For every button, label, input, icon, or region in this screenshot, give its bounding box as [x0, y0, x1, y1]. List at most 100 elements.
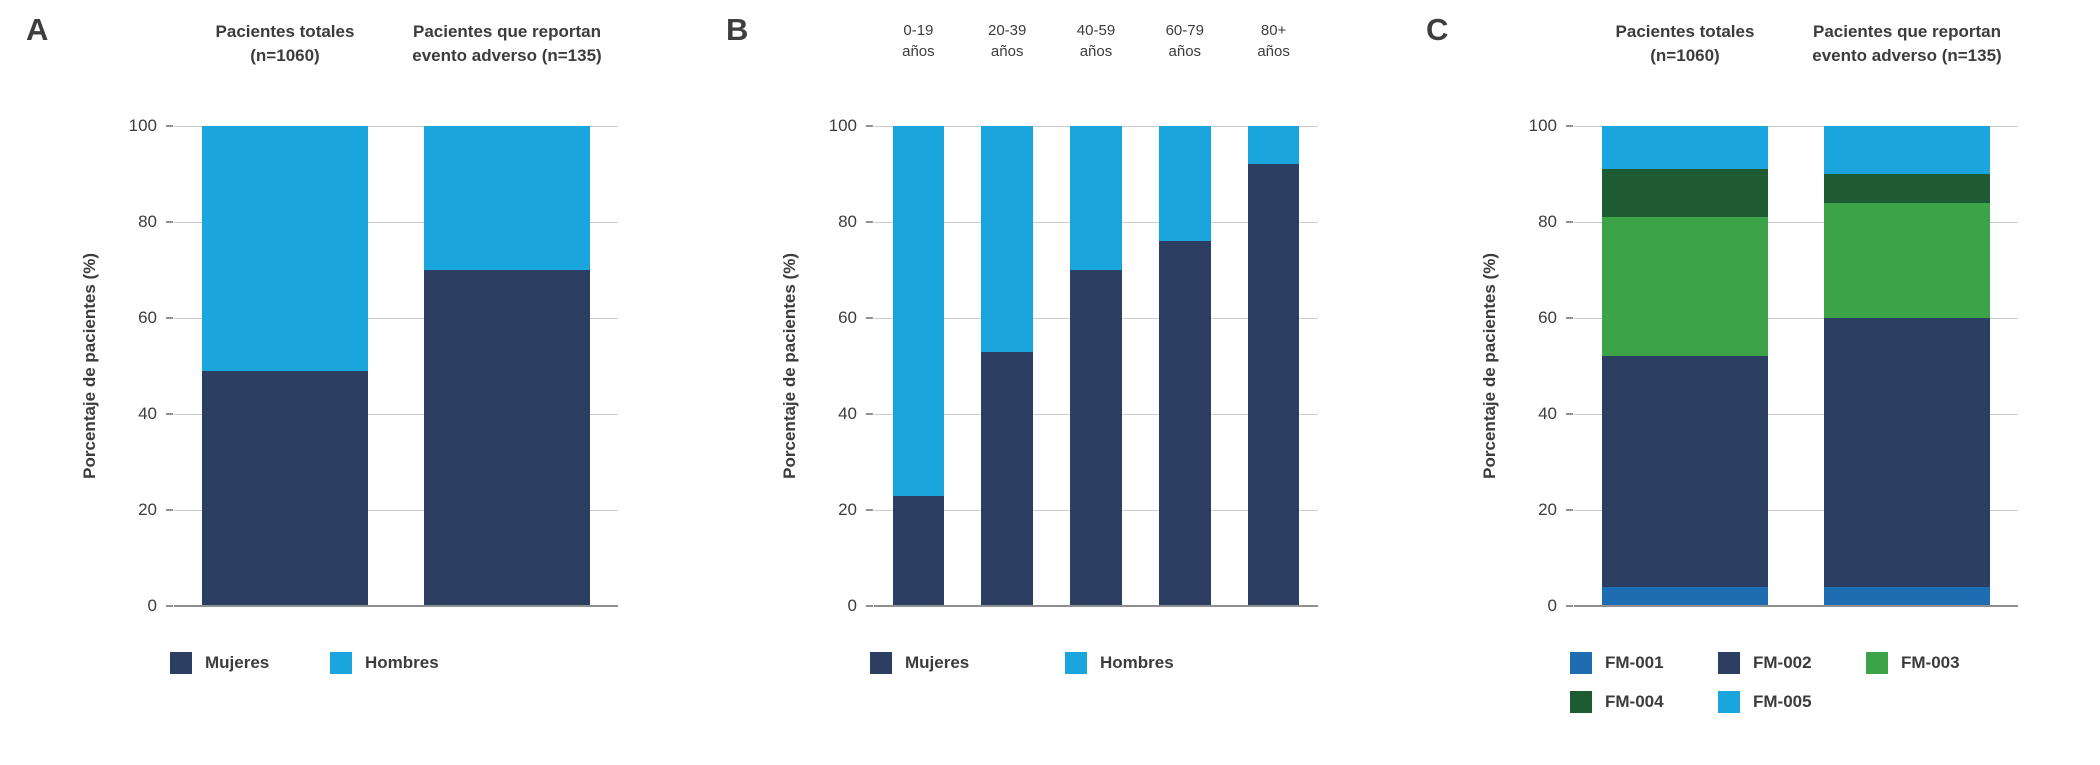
- gridline: [174, 318, 618, 319]
- y-tick-mark: [166, 509, 173, 511]
- column-header: Pacientes totales (n=1060): [215, 22, 355, 65]
- bar-segment-fm-004: [1823, 174, 1991, 203]
- y-tick-mark: [866, 509, 873, 511]
- y-tick-mark: [166, 221, 173, 223]
- x-axis-baseline: [1574, 605, 2018, 607]
- y-tick-mark: [1566, 605, 1573, 607]
- column-header: 60-79 años: [1165, 22, 1204, 60]
- y-tick-mark: [166, 605, 173, 607]
- bar-segment-fm-003: [1823, 202, 1991, 319]
- stacked-bar: [1247, 126, 1300, 606]
- y-axis-title-column: Porcentaje de pacientes (%): [72, 126, 108, 606]
- gridline: [1574, 510, 2018, 511]
- panel-letter-c: C: [1426, 12, 1449, 47]
- legend-label: FM-005: [1753, 692, 1812, 711]
- y-tick-label: 60: [138, 308, 157, 327]
- stacked-bar: [201, 126, 369, 606]
- column-header: Pacientes totales (n=1060): [1615, 22, 1755, 65]
- stacked-bar: [892, 126, 945, 606]
- y-tick-mark: [166, 125, 173, 127]
- legend-label: FM-003: [1901, 653, 1960, 672]
- bar-slot: [1229, 126, 1318, 606]
- legend-label: Hombres: [365, 653, 439, 672]
- y-axis-title: Porcentaje de pacientes (%): [1480, 253, 1499, 479]
- legend-item-fm-002: FM-002: [1718, 652, 1866, 674]
- y-tick-mark: [866, 605, 873, 607]
- gridline: [174, 510, 618, 511]
- legend: Mujeres Hombres: [870, 652, 1318, 674]
- legend-row: FM-004 FM-005: [1570, 691, 2018, 713]
- column-header: Pacientes que reportan evento adverso (n=…: [412, 22, 602, 65]
- y-tick-label: 20: [1538, 500, 1557, 519]
- y-tick-label: 100: [1528, 116, 1557, 135]
- bar-segment-hombres: [892, 126, 945, 496]
- bar-segment-mujeres: [892, 495, 945, 606]
- bar-segment-fm-002: [1601, 356, 1769, 587]
- legend-swatch-fm-005: [1718, 691, 1740, 713]
- bar-segment-fm-001: [1823, 586, 1991, 606]
- y-tick-label: 0: [1547, 596, 1557, 615]
- y-tick-label: 0: [147, 596, 157, 615]
- y-tick-mark: [1566, 413, 1573, 415]
- legend-swatch-mujeres: [870, 652, 892, 674]
- legend-swatch-hombres: [330, 652, 352, 674]
- y-tick-mark: [866, 317, 873, 319]
- y-tick-label: 20: [838, 500, 857, 519]
- y-tick-label: 80: [838, 212, 857, 231]
- y-tick-label: 100: [828, 116, 857, 135]
- legend-swatch-fm-002: [1718, 652, 1740, 674]
- legend: Mujeres Hombres: [170, 652, 618, 674]
- stacked-bar: [423, 126, 591, 606]
- legend-swatch-fm-001: [1570, 652, 1592, 674]
- y-tick-mark: [166, 317, 173, 319]
- gridline: [1574, 222, 2018, 223]
- gridline: [1574, 126, 2018, 127]
- y-tick-label: 60: [838, 308, 857, 327]
- panel-letter-b: B: [726, 12, 749, 47]
- plot-area: [1574, 126, 2018, 607]
- column-header: 0-19 años: [902, 22, 935, 60]
- gridline: [174, 414, 618, 415]
- y-tick-mark: [866, 221, 873, 223]
- legend-label: Hombres: [1100, 653, 1174, 672]
- bar-segment-fm-002: [1823, 318, 1991, 587]
- y-tick-mark: [1566, 221, 1573, 223]
- bar-slot: [963, 126, 1052, 606]
- column-headers: Pacientes totales (n=1060) Pacientes que r…: [1574, 0, 2018, 126]
- y-tick-label: 40: [838, 404, 857, 423]
- legend-row: Mujeres Hombres: [870, 652, 1318, 674]
- y-axis-title-column: Porcentaje de pacientes (%): [772, 126, 808, 606]
- bar-segment-mujeres: [1070, 270, 1122, 606]
- legend-item-mujeres: Mujeres: [170, 652, 330, 674]
- panel-b: B 0-19 años 20-39 años 40-59 años 60-79 años 80+…: [700, 0, 1400, 765]
- legend-row: Mujeres Hombres: [170, 652, 618, 674]
- bar-segment-hombres: [1070, 126, 1122, 270]
- legend-item-hombres: Hombres: [1065, 652, 1260, 674]
- y-tick-mark: [1566, 317, 1573, 319]
- y-tick-mark: [1566, 509, 1573, 511]
- y-tick-mark: [866, 125, 873, 127]
- stacked-bar: [1070, 126, 1122, 606]
- bar-slot: [1052, 126, 1141, 606]
- bar-slot: [1140, 126, 1229, 606]
- y-axis-title: Porcentaje de pacientes (%): [780, 253, 799, 479]
- y-tick-label: 60: [1538, 308, 1557, 327]
- legend-swatch-mujeres: [170, 652, 192, 674]
- column-headers: 0-19 años 20-39 años 40-59 años 60-79 años 80+ añ…: [874, 0, 1318, 126]
- bar-segment-mujeres: [201, 370, 369, 606]
- y-axis-title: Porcentaje de pacientes (%): [80, 253, 99, 479]
- y-tick-mark: [1566, 125, 1573, 127]
- legend-label: Mujeres: [205, 653, 270, 672]
- bar-segment-mujeres: [1159, 241, 1211, 606]
- y-tick-label: 100: [128, 116, 157, 135]
- legend-label: FM-001: [1605, 653, 1664, 672]
- bar-slot: [1796, 126, 2018, 606]
- legend-label: FM-002: [1753, 653, 1812, 672]
- y-tick-label: 80: [1538, 212, 1557, 231]
- bar-segment-fm-004: [1601, 169, 1769, 218]
- legend-swatch-fm-003: [1866, 652, 1888, 674]
- bar-segment-fm-005: [1601, 126, 1769, 170]
- plot-area: [874, 126, 1318, 607]
- legend-item-fm-003: FM-003: [1866, 652, 2014, 674]
